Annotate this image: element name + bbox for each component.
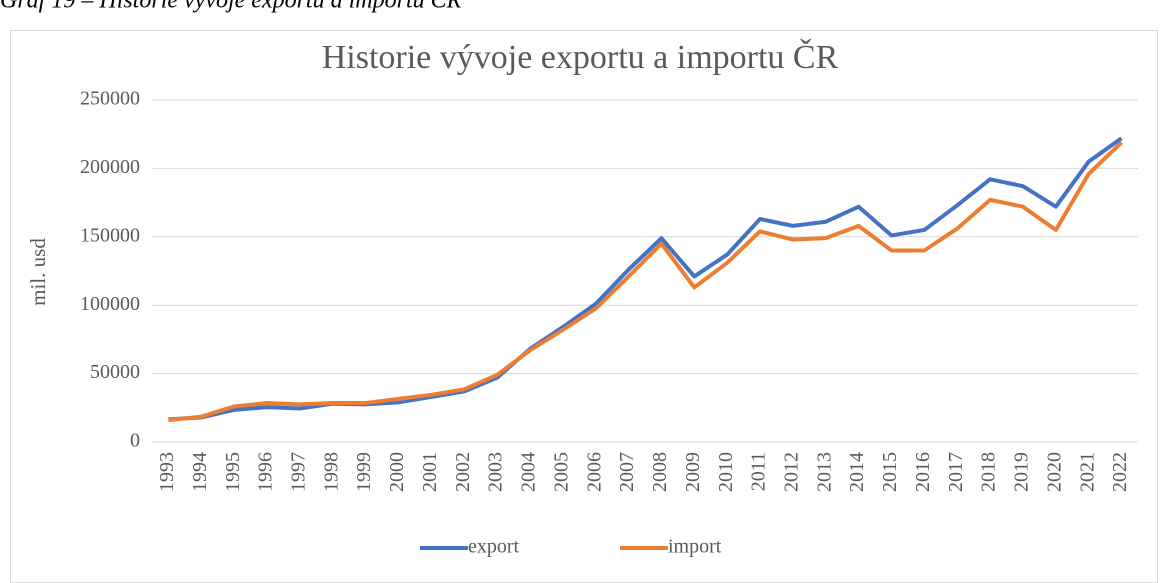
chart-title: Historie vývoje exportu a importu ČR [322, 38, 839, 76]
line-series [168, 136, 1123, 422]
x-tick-label: 2010 [715, 452, 737, 492]
y-tick-label: 250000 [80, 88, 140, 110]
x-tick-label: 2008 [649, 452, 671, 492]
x-tick-label: 2016 [912, 452, 934, 492]
x-tick-label: 2022 [1109, 452, 1131, 492]
line-series [168, 140, 1123, 423]
x-tick-label: 2018 [978, 452, 1000, 492]
x-tick-label: 2000 [386, 452, 408, 492]
x-tick-label: 2003 [485, 452, 507, 492]
y-tick-label: 200000 [80, 156, 140, 178]
y-tick-label: 150000 [80, 224, 140, 246]
x-tick-label: 2001 [419, 452, 441, 492]
x-tick-label: 2005 [550, 452, 572, 492]
x-tick-label: 2019 [1011, 452, 1033, 492]
y-tick-label: 50000 [90, 361, 140, 383]
x-tick-label: 1995 [222, 452, 244, 492]
y-axis-label: mil. usd [26, 238, 50, 306]
caption: Graf 19 – Historie vývoje exportu a impo… [0, 0, 462, 14]
x-tick-label: 2006 [583, 452, 605, 492]
x-tick-label: 1994 [189, 452, 211, 492]
chart-border [10, 30, 1158, 583]
x-tick-label: 1996 [255, 452, 277, 492]
x-tick-label: 2020 [1043, 452, 1065, 492]
x-tick-label: 2002 [452, 452, 474, 492]
x-tick-label: 1993 [156, 452, 178, 492]
legend-label: import [668, 536, 722, 558]
x-tick-label: 2013 [813, 452, 835, 492]
x-tick-label: 2015 [879, 452, 901, 492]
x-tick-label: 2011 [748, 452, 770, 491]
x-tick-label: 1997 [287, 452, 309, 492]
x-tick-label: 2009 [682, 452, 704, 492]
x-tick-label: 2007 [616, 452, 638, 492]
y-tick-label: 100000 [80, 293, 140, 315]
y-tick-label: 0 [130, 430, 140, 452]
x-tick-label: 1999 [353, 452, 375, 492]
x-tick-label: 2014 [846, 452, 868, 492]
x-tick-label: 2012 [780, 452, 802, 492]
x-tick-label: 2017 [945, 452, 967, 492]
legend-label: export [468, 536, 520, 558]
x-tick-label: 1998 [320, 452, 342, 492]
x-tick-label: 2004 [518, 452, 540, 492]
x-tick-label: 2021 [1076, 452, 1098, 492]
